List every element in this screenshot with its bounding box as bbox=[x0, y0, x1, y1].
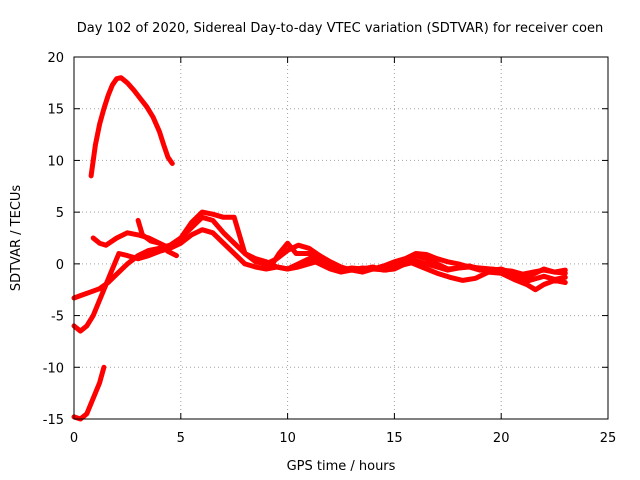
chart-title: Day 102 of 2020, Sidereal Day-to-day VTE… bbox=[77, 21, 603, 36]
series-layer bbox=[71, 75, 568, 422]
x-tick-label: 5 bbox=[177, 431, 185, 446]
x-tick-label: 25 bbox=[600, 431, 617, 446]
y-tick-label: 0 bbox=[56, 258, 64, 273]
y-tick-label: -15 bbox=[43, 413, 64, 428]
plot-frame bbox=[73, 56, 609, 420]
grid bbox=[74, 57, 608, 419]
y-tick-label: -5 bbox=[51, 310, 64, 325]
x-axis-label: GPS time / hours bbox=[287, 459, 396, 474]
x-tick-label: 15 bbox=[386, 431, 403, 446]
y-axis-label: SDTVAR / TECUs bbox=[9, 185, 24, 292]
x-tick-label: 20 bbox=[493, 431, 510, 446]
axis-ticks: 0 5 10 15 20 25 -15 -10 -5 0 5 10 15 20 bbox=[43, 51, 617, 446]
series-line-arc-3 bbox=[71, 227, 568, 334]
y-tick-label: 15 bbox=[47, 103, 64, 118]
y-tick-label: 10 bbox=[47, 154, 64, 169]
y-tick-label: -10 bbox=[43, 361, 64, 376]
x-tick-label: 0 bbox=[70, 431, 78, 446]
series-line-arc-1 bbox=[88, 75, 175, 179]
x-tick-label: 10 bbox=[279, 431, 296, 446]
y-tick-label: 20 bbox=[47, 51, 64, 66]
y-tick-label: 5 bbox=[56, 206, 64, 221]
series-line-arc-7 bbox=[259, 240, 568, 293]
series-line-arc-6 bbox=[135, 217, 179, 259]
series-line-arc-2 bbox=[71, 364, 107, 422]
